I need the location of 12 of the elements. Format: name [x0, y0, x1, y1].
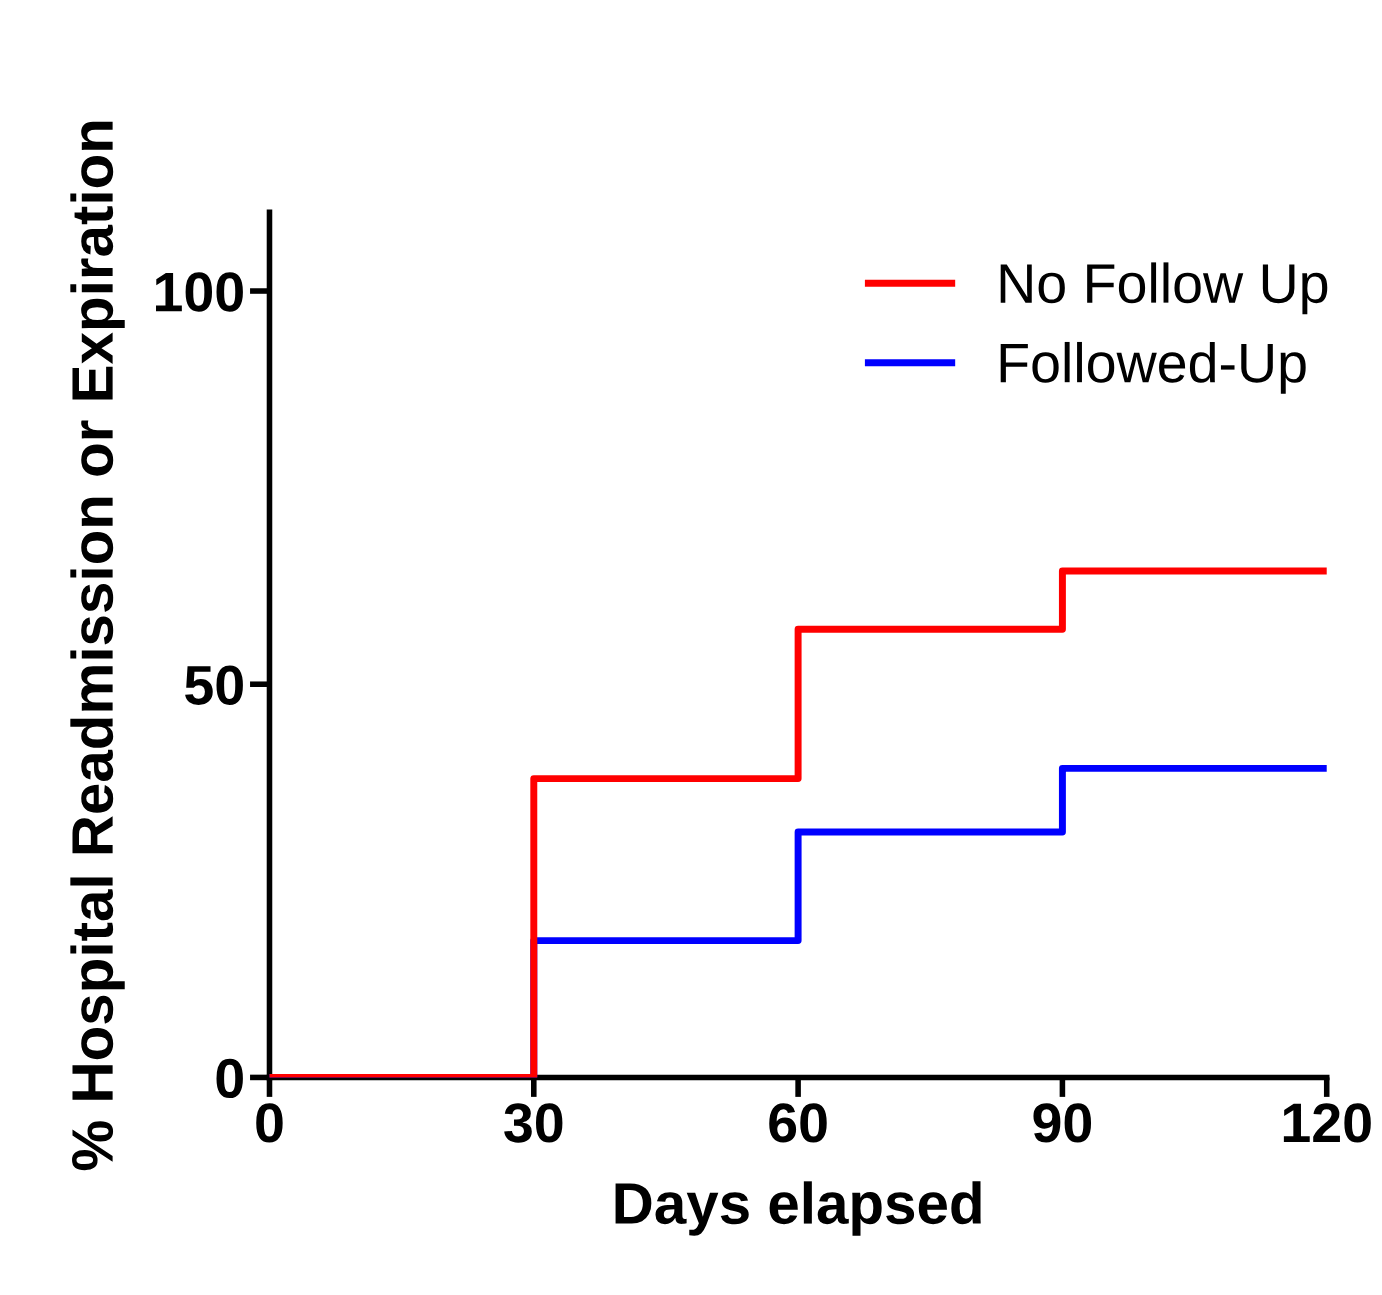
x-tick-label: 30	[504, 1103, 563, 1143]
x-tick-label: 60	[769, 1103, 827, 1143]
y-tick-label: 0	[216, 1058, 243, 1099]
x-tick-label: 90	[1033, 1103, 1092, 1143]
x-tick-label: 0	[256, 1103, 283, 1143]
legend-label: Followed-Up	[1000, 341, 1306, 394]
x-tick-label: 120	[1283, 1103, 1371, 1143]
legend-label: No Follow Up	[1000, 262, 1328, 315]
y-axis-title: % Hospital Readmission or Expiration	[70, 121, 125, 1171]
y-tick-label: 100	[156, 272, 243, 312]
x-axis-title: Days elapsed	[615, 1181, 981, 1236]
y-tick-label: 50	[185, 665, 243, 705]
